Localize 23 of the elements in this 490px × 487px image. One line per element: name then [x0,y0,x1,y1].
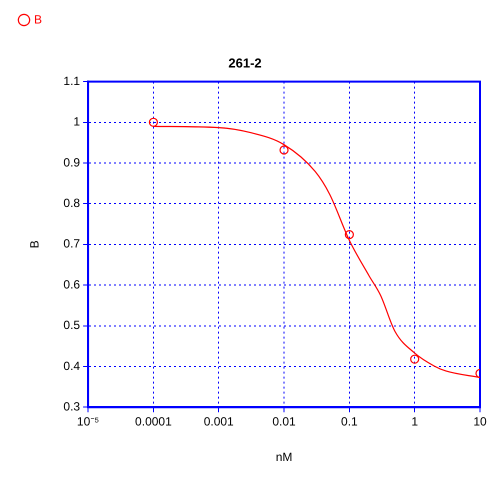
y-tick-label: 0.5 [63,318,80,332]
x-axis-title: nM [276,450,292,464]
point [410,354,420,364]
y-axis-title: B [28,240,42,248]
y-tick-label: 0.4 [63,358,80,373]
x-tick-label: 0.1 [341,414,358,429]
y-tick-label: 0.8 [63,196,80,210]
y-tick-label: 0.7 [63,236,80,251]
point [344,230,354,240]
y-tick-label: 1.1 [63,74,80,88]
x-tick-label: 0.01 [272,414,296,429]
x-tick-label: 1 [411,414,418,429]
x-tick-label: 10 [473,414,487,429]
chart-title: 261-2 [228,55,262,70]
y-tick-label: 0.9 [63,155,80,170]
y-tick-label: 0.6 [63,277,80,292]
legend-label: B [34,12,42,26]
x-tick-label: 0.0001 [135,414,172,429]
y-tick-label: 0.3 [63,400,80,414]
point [279,145,289,155]
x-tick-label: 0.001 [204,414,234,429]
y-tick-label: 1 [73,114,80,129]
x-tick-label: 10⁻⁵ [76,414,100,429]
